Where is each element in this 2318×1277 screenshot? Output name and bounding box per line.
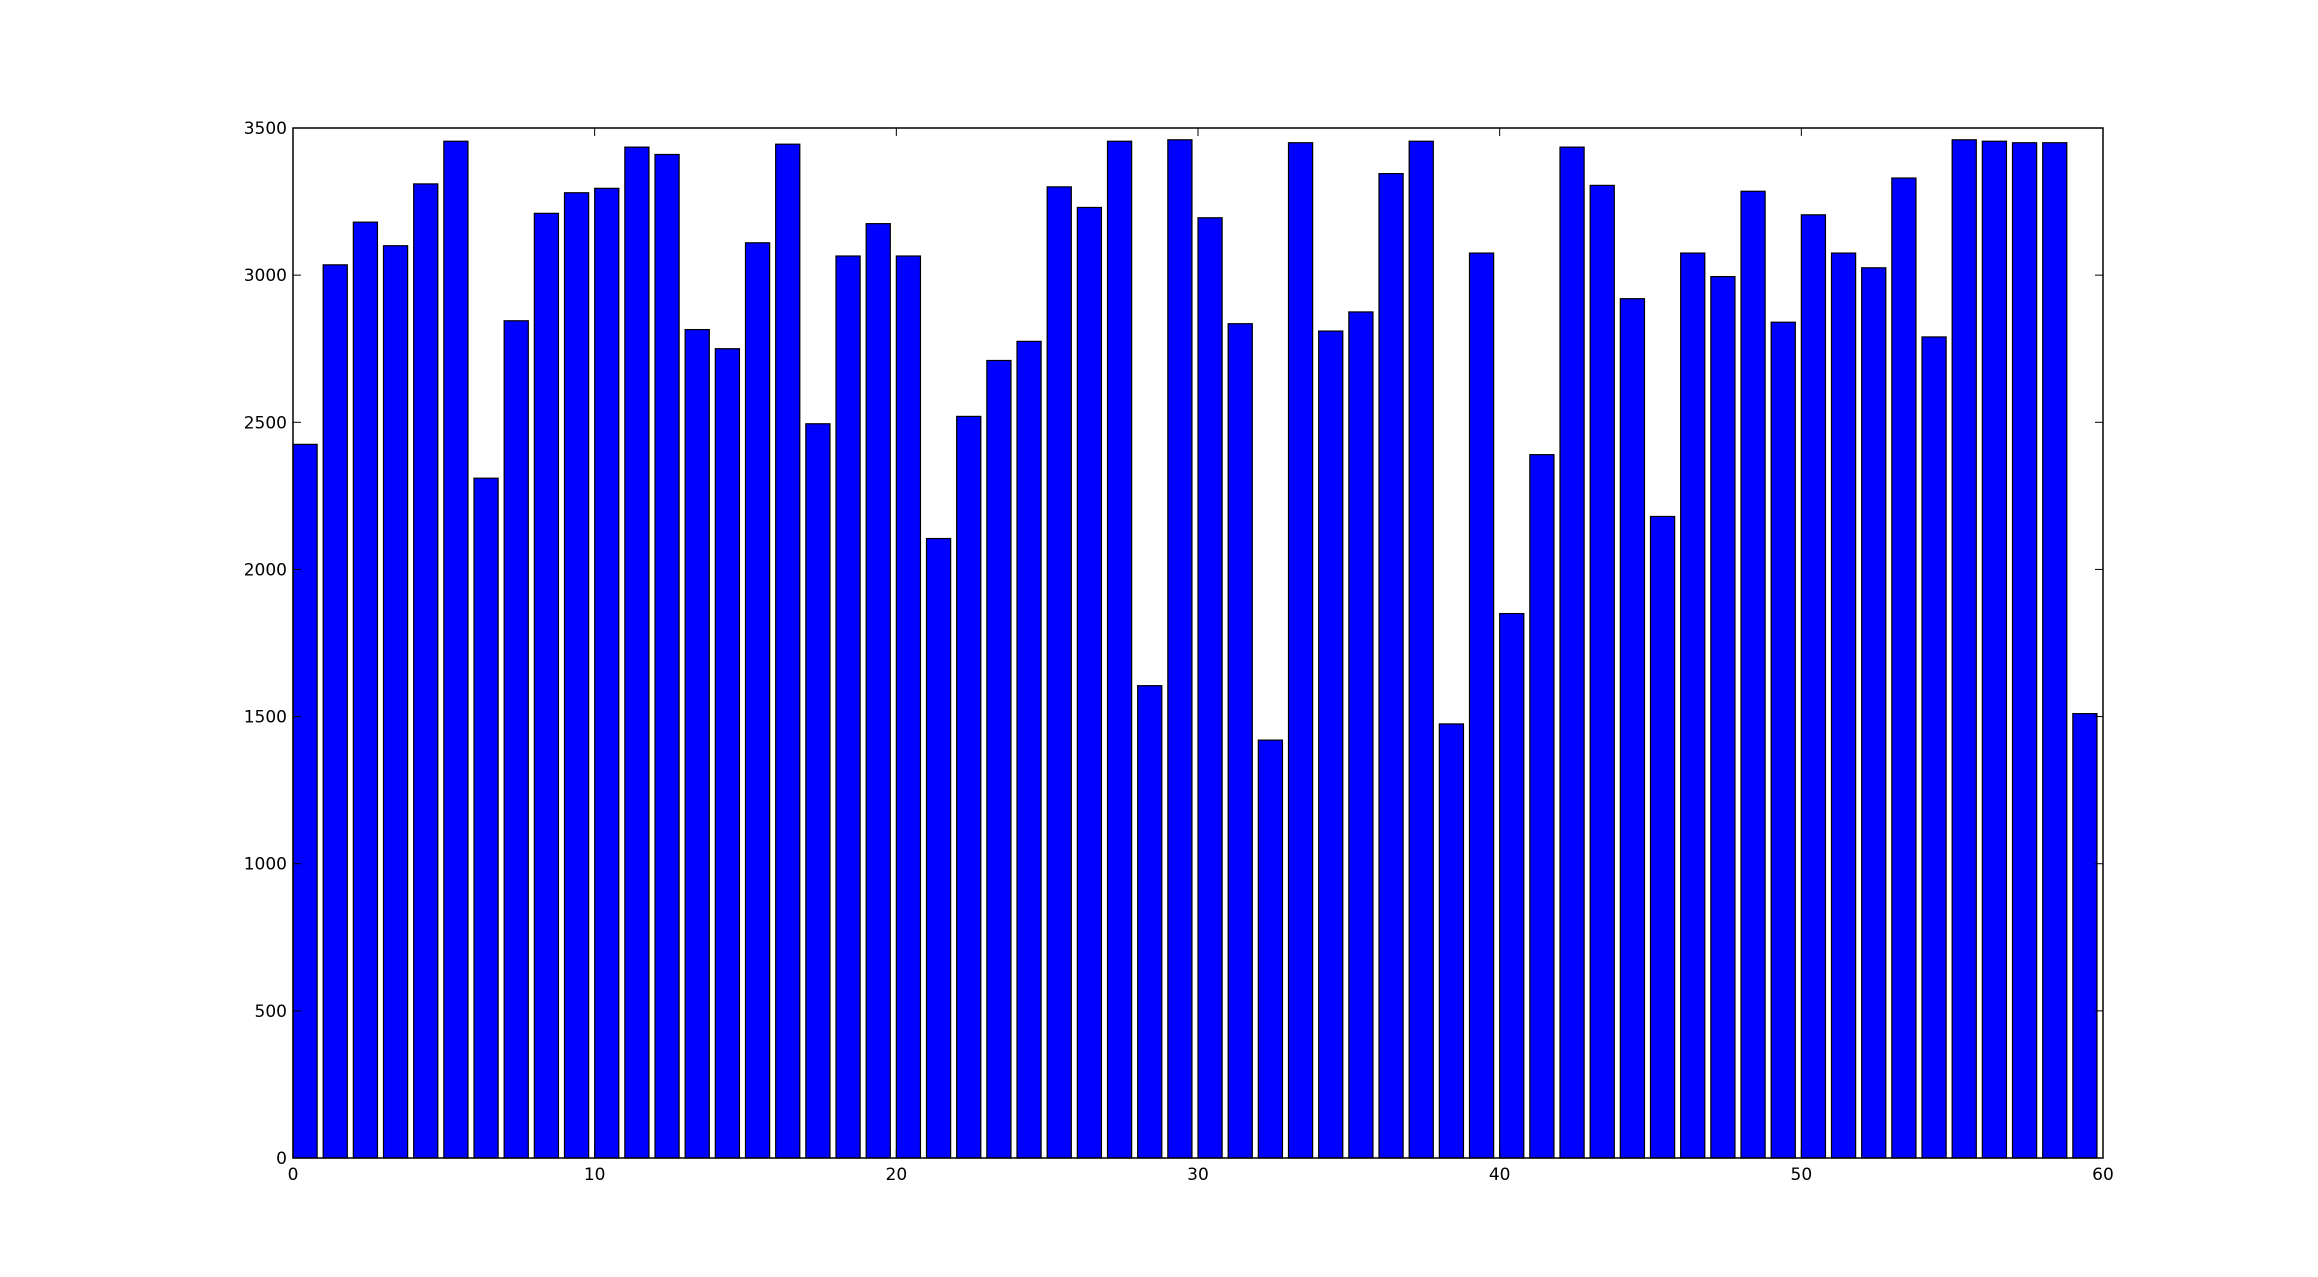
bar (1257, 739, 1284, 1159)
y-tick-label: 500 (255, 1002, 287, 1022)
bar (1589, 184, 1615, 1159)
bar (1951, 139, 1977, 1159)
axes-frame (292, 127, 2104, 1159)
bar (654, 153, 680, 1159)
bar (714, 348, 741, 1159)
bar (956, 415, 982, 1159)
x-tick-label: 50 (1791, 1165, 1813, 1185)
bar (1106, 140, 1133, 1159)
bar (1438, 723, 1465, 1159)
bar (805, 423, 831, 1159)
bar (1076, 206, 1103, 1159)
bar (1619, 298, 1646, 1159)
bar (1499, 612, 1525, 1159)
bar (503, 320, 529, 1159)
bar (292, 443, 318, 1159)
bar (1800, 214, 1827, 1159)
bar (1137, 685, 1163, 1159)
bar (382, 245, 409, 1159)
y-tick-label: 3000 (244, 266, 287, 286)
bar (443, 140, 469, 1159)
y-tick-label: 2500 (244, 413, 287, 433)
bar (1016, 340, 1042, 1159)
x-tick-label: 10 (584, 1165, 606, 1185)
bar (1770, 321, 1796, 1159)
bar (1227, 323, 1253, 1159)
y-tick-label: 0 (276, 1149, 287, 1169)
x-tick-label: 40 (1489, 1165, 1511, 1185)
x-tick-label: 0 (288, 1165, 299, 1185)
tick-labels-group: 0 10 20 30 40 50 60 0 500 1000 1500 2000 2500 3000 350… (244, 119, 2114, 1185)
x-tick-label: 30 (1187, 1165, 1209, 1185)
bar (1167, 139, 1193, 1159)
bar (594, 187, 620, 1159)
bar (1921, 336, 1947, 1159)
x-tick-label: 20 (886, 1165, 908, 1185)
y-tick-label: 1000 (244, 855, 287, 875)
bars-group (292, 139, 2098, 1159)
bar (1197, 217, 1223, 1159)
bar (925, 537, 952, 1159)
bar (835, 255, 861, 1159)
y-tick-label: 1500 (244, 708, 287, 728)
bar (1378, 173, 1404, 1159)
bar (775, 143, 801, 1159)
bar (413, 183, 439, 1159)
y-tick-label: 2000 (244, 560, 287, 580)
bar (352, 221, 379, 1159)
bar (473, 477, 499, 1159)
bar (1740, 190, 1766, 1159)
bar (1830, 252, 1857, 1159)
bar (684, 328, 710, 1159)
y-tick-label: 3500 (244, 119, 287, 139)
bar (1710, 276, 1736, 1159)
bar (1348, 311, 1374, 1159)
bar (2011, 142, 2038, 1159)
bar (624, 146, 650, 1159)
bar (563, 192, 590, 1159)
bar (2072, 713, 2098, 1159)
bar (986, 359, 1012, 1159)
bar (1891, 177, 1917, 1159)
bar (1981, 140, 2008, 1159)
bar (533, 212, 560, 1159)
bar (895, 255, 922, 1159)
bar (1861, 267, 1887, 1159)
bar (1529, 454, 1555, 1159)
bar (865, 223, 891, 1159)
bar (1287, 142, 1314, 1159)
bar (1408, 140, 1434, 1159)
bar (2042, 142, 2068, 1159)
x-tick-label: 60 (2092, 1165, 2114, 1185)
bar (1559, 146, 1585, 1159)
bar (1680, 252, 1706, 1159)
bar (1318, 330, 1344, 1159)
bar (744, 242, 771, 1159)
bar (1046, 186, 1072, 1159)
bar (1649, 515, 1676, 1159)
bar (322, 264, 348, 1159)
bar (1468, 252, 1495, 1159)
